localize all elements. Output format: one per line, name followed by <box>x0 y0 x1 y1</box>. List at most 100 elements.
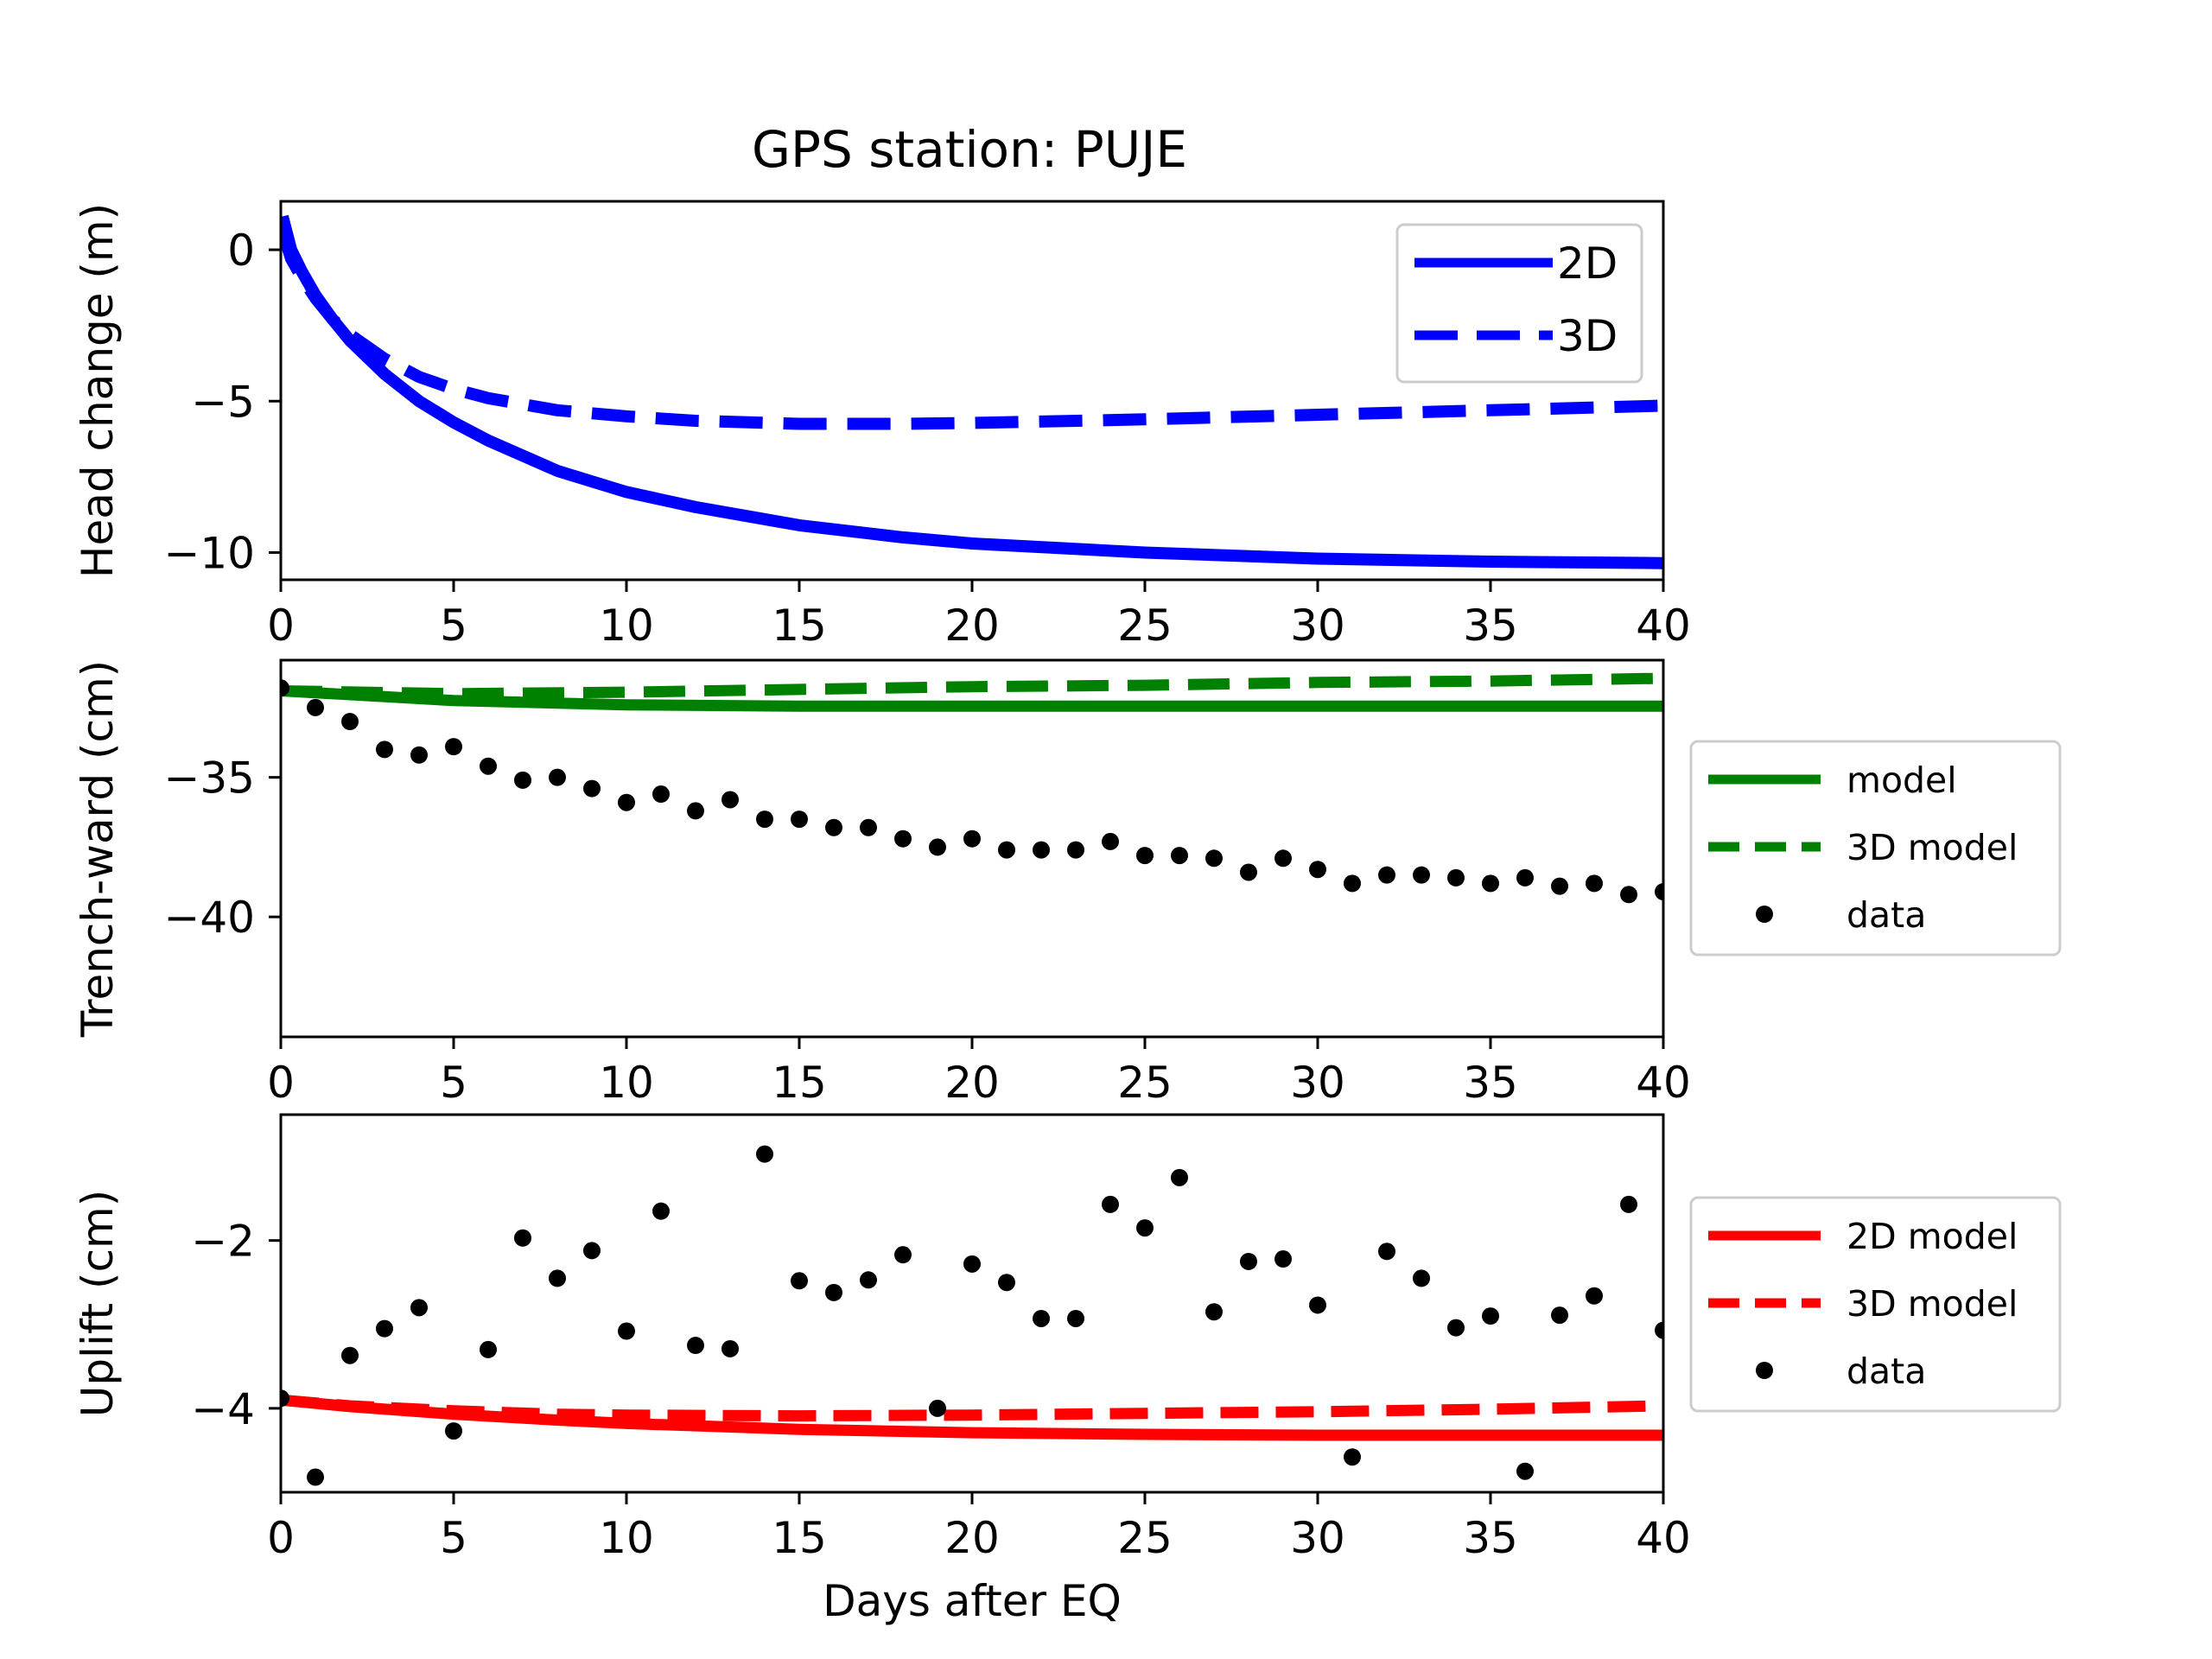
data-point <box>1274 849 1292 868</box>
y-tick-label: −10 <box>163 528 255 578</box>
data-point <box>341 713 359 731</box>
plot-area <box>281 214 1663 569</box>
series-3d <box>281 229 1663 430</box>
data-point <box>445 1422 462 1440</box>
data-point <box>1171 847 1188 865</box>
legend-entry: data <box>1756 894 1926 936</box>
y-tick-label: −35 <box>163 753 255 804</box>
legend-marker <box>1756 906 1773 923</box>
data-point <box>1136 847 1154 865</box>
data-point <box>756 1145 773 1163</box>
data-point <box>998 1274 1015 1292</box>
data-point <box>1171 1168 1188 1186</box>
data-point <box>1205 849 1223 868</box>
data-point <box>618 1322 635 1340</box>
x-tick-label: 20 <box>944 601 1000 651</box>
data-point <box>307 698 324 716</box>
x-tick-label: 40 <box>1636 601 1691 651</box>
data-point <box>963 830 981 848</box>
data-point <box>929 838 946 856</box>
data-point <box>281 1389 289 1408</box>
x-tick-label: 35 <box>1463 601 1518 651</box>
data-point <box>652 785 670 804</box>
data-point <box>514 1229 531 1247</box>
data-point <box>652 1202 670 1220</box>
data-point <box>376 741 393 759</box>
x-tick-label: 0 <box>267 1058 295 1108</box>
legend-entry: 3D model <box>1708 1283 2018 1325</box>
data-point <box>341 1346 359 1364</box>
data-point <box>1033 841 1050 859</box>
trench-ward-panel: 0 5 10 15 20 25 30 35 40 −35 −40 Trench-ward (cm) <box>73 658 1691 1108</box>
data-point <box>1516 868 1534 887</box>
y-tick-label: −40 <box>163 893 255 943</box>
x-tick-label: 15 <box>772 1513 827 1563</box>
data-point <box>1033 1309 1050 1327</box>
data-point <box>376 1319 393 1338</box>
data-point <box>1102 1195 1119 1213</box>
x-tick-label: 20 <box>944 1513 1000 1563</box>
data-point <box>1447 868 1465 887</box>
series-model <box>281 685 1663 712</box>
legend-uplift: 2D model 3D model data <box>1689 1196 2062 1413</box>
data-point <box>1482 1307 1499 1325</box>
series-data <box>281 1145 1663 1486</box>
x-tick-label: 30 <box>1290 1513 1345 1563</box>
x-tick-label: 25 <box>1117 601 1173 651</box>
data-point <box>1067 841 1084 859</box>
data-point <box>307 1468 324 1486</box>
legend-label: 3D <box>1557 311 1618 361</box>
x-tick-label: 40 <box>1636 1058 1691 1108</box>
legend-label: data <box>1847 1351 1926 1392</box>
data-point <box>825 1283 842 1301</box>
legend-trench-ward: model 3D model data <box>1689 740 2062 957</box>
data-point <box>1378 866 1395 884</box>
x-tick-label: 15 <box>772 1058 827 1108</box>
data-point <box>1344 1448 1361 1466</box>
x-tick-label: 30 <box>1290 601 1345 651</box>
x-tick-label: 10 <box>599 601 654 651</box>
legend-entry: 2D model <box>1708 1216 2018 1257</box>
data-point <box>1516 1462 1534 1480</box>
data-point <box>756 810 773 829</box>
x-tick-label: 25 <box>1117 1513 1173 1563</box>
data-point <box>1344 874 1361 893</box>
data-point <box>1586 874 1603 893</box>
data-point <box>894 1246 912 1264</box>
data-point <box>1067 1309 1084 1327</box>
data-point <box>480 1340 497 1358</box>
data-point <box>1274 1250 1292 1268</box>
data-point <box>1102 832 1119 850</box>
uplift-panel: 0 5 10 15 20 25 30 35 40 −2 −4 Uplift (cm) Days afte… <box>73 1113 1691 1626</box>
data-point <box>1309 1296 1326 1314</box>
legend-entry: 2D <box>1414 238 1618 289</box>
x-tick-label: 15 <box>772 601 827 651</box>
data-point <box>1136 1219 1154 1237</box>
y-tick-label: −4 <box>191 1384 255 1434</box>
legend-marker <box>1756 1362 1773 1379</box>
plot-area <box>281 672 1663 904</box>
x-tick-label: 35 <box>1463 1058 1518 1108</box>
plot-area <box>281 1145 1663 1486</box>
data-point <box>1551 1306 1568 1325</box>
y-tick-label: −2 <box>191 1217 255 1267</box>
legend-label: 2D model <box>1847 1216 2018 1257</box>
data-point <box>998 841 1015 859</box>
data-point <box>860 1271 877 1289</box>
legend-entry: 3D model <box>1708 827 2018 868</box>
data-point <box>445 738 462 756</box>
legend-label: model <box>1847 760 1957 801</box>
data-point <box>410 1299 428 1317</box>
legend-label: data <box>1847 894 1926 936</box>
legend-box <box>1689 1196 2062 1413</box>
data-point <box>1620 886 1637 904</box>
data-point <box>1413 866 1430 884</box>
y-axis-label: Trench-ward (cm) <box>73 660 123 1038</box>
head-change-panel: 0 5 10 15 20 25 30 35 40 0 −5 −10 Head change (m) <box>73 200 1691 651</box>
data-point <box>1309 861 1326 879</box>
x-axis-label: Days after EQ <box>823 1576 1122 1626</box>
x-tick-label: 5 <box>440 1058 467 1108</box>
data-point <box>963 1255 981 1273</box>
